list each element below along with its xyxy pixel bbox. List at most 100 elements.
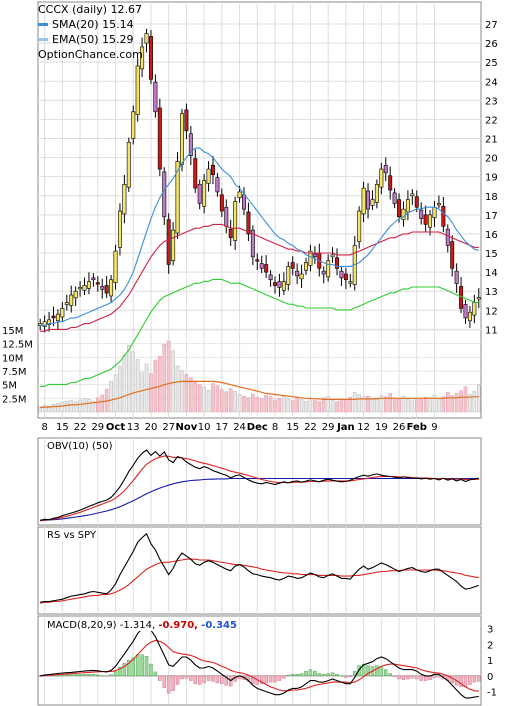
volume-bar [304, 400, 308, 413]
candle-body [250, 229, 255, 258]
macd-histogram-bar [73, 674, 78, 677]
macd-histogram-bar [357, 665, 361, 677]
macd-histogram-bar [330, 672, 335, 677]
candle-body [188, 133, 193, 156]
volume-bar [118, 365, 122, 413]
candle-body [202, 180, 207, 207]
candle-body [286, 266, 291, 285]
candle-body [366, 190, 371, 210]
candle-body [423, 214, 428, 225]
volume-bar [406, 398, 410, 413]
candle-body [86, 281, 91, 289]
macd-histogram-bar [193, 675, 198, 684]
macd-histogram-bar [392, 675, 397, 677]
macd-histogram-bar [113, 671, 118, 677]
volume-bar [335, 401, 339, 413]
macd-histogram-bar [65, 674, 69, 677]
candle-body [175, 161, 180, 234]
volume-tick-label: 10M [2, 353, 23, 364]
candle-body [463, 304, 468, 319]
candle-body [405, 199, 410, 213]
x-tick-label: Dec [247, 422, 268, 433]
candle-body [82, 285, 87, 291]
macd-histogram-bar [96, 674, 100, 677]
candle-body [454, 270, 459, 284]
candle-body [432, 206, 437, 219]
x-tick-label: 8 [41, 422, 47, 433]
volume-bar [206, 389, 211, 413]
volume-bar [144, 363, 149, 413]
volume-bar [109, 381, 113, 413]
macd-histogram-bar [304, 670, 308, 677]
volume-bar [64, 400, 69, 413]
candle-body [259, 263, 264, 269]
macd-histogram-bar [118, 667, 122, 677]
macd-histogram-bar [189, 675, 193, 681]
x-tick-label: 15 [56, 422, 69, 433]
macd-histogram-bar [290, 674, 295, 677]
volume-bar [454, 393, 459, 413]
macd-tick-label: -1 [487, 688, 497, 699]
candle-body [467, 311, 472, 322]
macd-histogram-bar [361, 663, 366, 677]
candle-body [295, 270, 300, 277]
candle-body [171, 229, 176, 261]
x-tick-label: 15 [286, 422, 299, 433]
candle-body [357, 210, 362, 242]
candle-body [264, 264, 269, 273]
x-tick-label: 29 [91, 422, 104, 433]
macd-histogram-bar [264, 675, 268, 684]
volume-bar [428, 397, 432, 413]
macd-tick-label: 1 [487, 656, 493, 667]
price-tick-label: 20 [485, 154, 498, 165]
x-tick-label: 20 [145, 422, 158, 433]
volume-bar [78, 399, 82, 413]
macd-histogram-bar [140, 654, 144, 677]
macd-histogram-bar [259, 675, 264, 684]
macd-histogram-bar [459, 675, 463, 688]
candle-body [472, 302, 477, 316]
x-tick-label: Feb [407, 422, 427, 433]
legend-sma-label: SMA(20) 15.14 [52, 18, 134, 31]
macd-histogram-bar [180, 675, 184, 680]
price-tick-label: 11 [485, 325, 498, 336]
volume-bar [273, 399, 277, 413]
rs-average-line [40, 558, 479, 604]
candle-body [184, 109, 189, 132]
volume-bar [42, 405, 47, 413]
volume-bar [344, 399, 348, 413]
candle-body [162, 171, 167, 218]
candle-body [374, 184, 379, 203]
macd-histogram-bar [100, 675, 104, 677]
legend-title-row: CCCX (daily) 12.67 [38, 2, 143, 17]
candle-body [148, 36, 153, 80]
volume-bar [171, 350, 175, 413]
candle-body [166, 219, 171, 265]
volume-bar [282, 395, 286, 413]
price-tick-label: 17 [485, 211, 498, 222]
candle-body [64, 302, 69, 305]
volume-bar [224, 391, 229, 413]
volume-bar [277, 398, 282, 413]
volume-bar [339, 398, 344, 413]
volume-bar [228, 388, 233, 413]
volume-bar [366, 395, 370, 413]
candle-body [312, 253, 317, 258]
candle-body [193, 158, 198, 189]
candle-body [224, 206, 229, 227]
macd-value-2: -0.970, [158, 620, 198, 631]
macd-value-3: -0.345 [201, 620, 237, 631]
x-tick-label: 22 [304, 422, 317, 433]
candle-body [211, 164, 215, 176]
macd-histogram-bar [127, 659, 131, 677]
volume-tick-label: 7.5M [2, 367, 27, 378]
macd-histogram-bar [419, 675, 423, 681]
macd-histogram-bar [308, 669, 313, 677]
volume-bar [379, 395, 384, 413]
sma-swatch [38, 23, 48, 26]
obv-label: OBV(10) (50) [46, 441, 114, 452]
candle-body [392, 192, 397, 204]
volume-bar [401, 395, 406, 413]
volume-bar [38, 406, 43, 413]
x-tick-label: 24 [233, 422, 246, 433]
